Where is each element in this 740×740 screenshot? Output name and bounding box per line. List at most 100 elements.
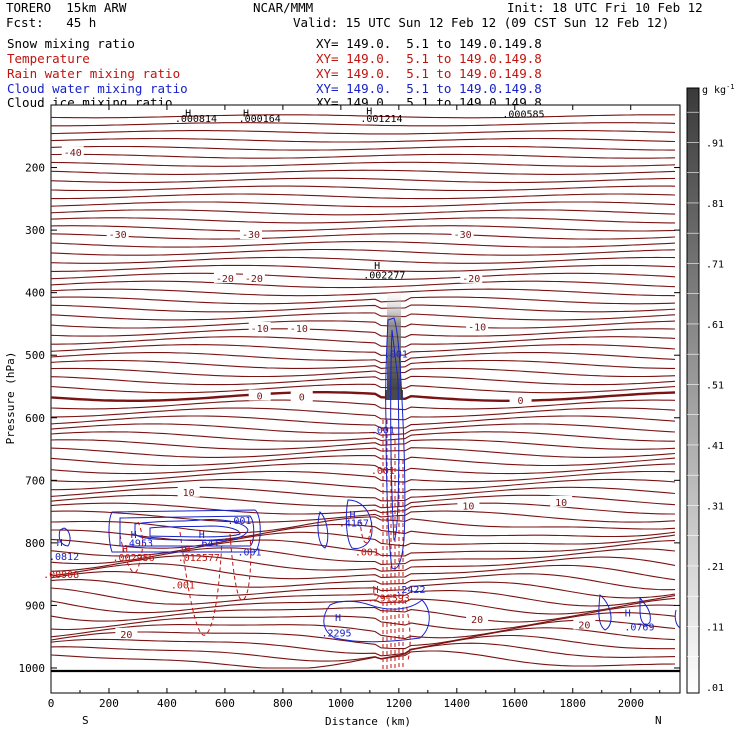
isotherm-line [50,169,676,175]
x-tick-label: 0 [48,697,55,710]
isotherm-line [51,524,676,541]
colorbar-label: .61 [706,320,724,331]
isotherm-line [50,455,676,467]
model-title: TORERO 15km ARW [6,0,127,15]
isotherm-line [50,547,676,565]
isotherm-line [50,201,676,208]
temperature-label: 20 [471,615,483,626]
extrema-label: .000814 [175,114,217,125]
extrema-labels: H.000814H.000164H.001214.000585H.002277.… [43,106,654,639]
colorbar-label: .31 [706,501,724,512]
isotherm-line [50,399,676,411]
temperature-label: 20 [578,620,590,631]
field-name-snow: Snow mixing ratio [7,36,135,51]
isotherm-line [50,462,676,475]
isotherm-line [50,185,676,192]
extrema-label: H [243,108,249,119]
isotherm-line [50,612,676,631]
isotherm-line [50,248,676,256]
colorbar-label: .41 [706,441,724,452]
temperature-label: -40 [64,148,82,159]
isotherm-line [50,359,675,369]
isotherm-line [51,122,676,127]
extrema-label: .2295 [321,629,351,640]
isotherm-line [50,320,676,329]
field-xy-snow: XY= 149.0. 5.1 to 149.0.149.8 [316,36,542,51]
snow-plume-base [385,390,403,400]
field-xy-temperature: XY= 149.0. 5.1 to 149.0.149.8 [316,51,542,66]
y-tick-label: 600 [25,412,45,425]
x-tick-label: 1200 [386,697,413,710]
isotherm-line [50,486,676,502]
temperature-label-bg [466,320,489,332]
temperature-label-bg [242,271,265,283]
temperature-label: -10 [290,324,308,335]
isotherm-line [50,114,675,119]
isotherm-zero [50,391,676,402]
extrema-label: .001214 [360,114,402,125]
isotherm-line [50,288,676,297]
extrema-label: .000585 [502,110,544,121]
x-tick-label: 600 [215,697,235,710]
temperature-label: 0 [257,391,263,402]
x-tick-label: 800 [273,697,293,710]
temperature-label-bg [290,390,313,402]
temperature-label-bg [115,627,138,639]
isotherm-line [50,225,676,232]
extrema-label: H [373,585,379,596]
temperature-label: 0 [518,396,524,407]
isotherm-line [50,407,676,421]
extrema-label: H [335,613,341,624]
isotherm-line [50,137,676,143]
extrema-label: H [625,609,631,620]
isotherm-line [50,352,676,364]
isotherm-line [50,634,675,657]
y-tick-label: 200 [25,162,45,175]
isotherm-line [50,375,676,386]
isotherm-line [50,383,676,394]
temperature-label: -10 [468,323,486,334]
forecast-hour: Fcst: 45 h [6,15,97,30]
extrema-label: .002277 [363,270,405,281]
temperature-label-bg [573,618,596,630]
isotherm-line [50,578,676,599]
valid-time: Valid: 15 UTC Sun 12 Feb 12 (09 CST Sun … [293,15,670,30]
temperature-label: 20 [120,630,132,641]
extrema-label: .001 [355,547,379,558]
temperature-label: -30 [454,230,472,241]
isotherm-line [51,153,676,159]
isotherm-line [50,510,676,523]
plot-frame [50,104,681,694]
colorbar-separators [687,111,699,658]
isotherm-line [50,642,676,662]
x-axis-label: Distance (km) [325,715,411,728]
isotherm-line [50,627,676,650]
x-tick-label: 1800 [560,697,587,710]
temperature-label: -20 [462,274,480,285]
extrema-label: H [122,544,128,555]
temperature-label-bg [106,228,129,240]
extrema-label: .0812 [49,552,79,563]
x-tick-label: 1400 [444,697,471,710]
isotherm-line [51,336,676,348]
cloud-water-contours [58,317,681,643]
isotherm-line [50,217,675,224]
temperature-label-bg [460,271,483,283]
y-tick-label: 500 [25,349,45,362]
temperature-label: 10 [555,498,567,509]
y-tick-label: 800 [25,537,45,550]
isotherm-line [51,193,676,200]
temperature-label-bg [213,271,236,283]
extrema-label: .291593 [368,594,410,605]
colorbar-labels: .91 .81 .71 .61 .51 .41 .31 .21 .11 .01 [706,138,724,694]
isotherm-line [50,328,676,338]
isotherm-line [50,502,675,515]
temperature-label-bg [177,485,200,497]
colorbar-label: .51 [706,380,724,391]
extrema-label: .001 [227,516,251,527]
extrema-label: .2422 [395,585,425,596]
isotherm-line [50,177,676,184]
isotherm-line [50,145,675,151]
extrema-label: .001 [171,581,195,592]
